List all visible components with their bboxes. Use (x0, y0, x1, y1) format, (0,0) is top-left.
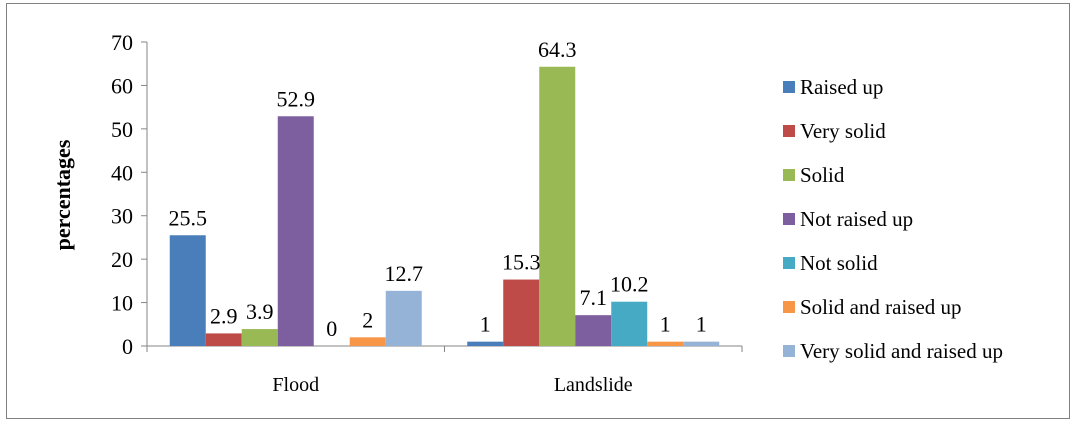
legend-swatch (783, 345, 795, 357)
legend-label: Solid (800, 163, 845, 187)
bar (277, 116, 314, 347)
bar (169, 235, 206, 346)
y-axis-label: percentages (50, 139, 75, 250)
y-tick-label: 70 (111, 30, 133, 55)
bar (503, 279, 540, 346)
category-label: Landslide (554, 374, 633, 396)
legend-swatch (783, 169, 795, 181)
bar (241, 329, 278, 346)
data-label: 64.3 (538, 37, 577, 62)
y-tick-label: 0 (122, 334, 133, 359)
legend-label: Not raised up (800, 207, 913, 231)
bar (467, 341, 504, 346)
data-label: 2.9 (210, 303, 238, 328)
data-label: 2 (362, 307, 373, 332)
y-tick-label: 40 (111, 160, 133, 185)
bar (205, 333, 242, 346)
data-label: 1 (480, 312, 491, 337)
data-label: 1 (696, 312, 707, 337)
data-label: 12.7 (385, 261, 424, 286)
data-label: 1 (660, 312, 671, 337)
data-label: 7.1 (580, 285, 608, 310)
bar (683, 341, 720, 346)
y-tick-label: 50 (111, 117, 133, 142)
data-label: 3.9 (246, 299, 274, 324)
data-label: 52.9 (277, 86, 316, 111)
legend-swatch (783, 81, 795, 93)
category-label: Flood (272, 374, 319, 396)
legend-swatch (783, 301, 795, 313)
legend-label: Solid and raised up (800, 295, 962, 319)
bar (575, 315, 612, 346)
bars (169, 66, 720, 347)
legend-label: Very solid (800, 119, 886, 143)
y-tick-label: 10 (111, 291, 133, 316)
y-tick-label: 30 (111, 204, 133, 229)
bar (611, 301, 648, 346)
category-labels: Flood Landslide (272, 374, 632, 396)
data-label: 25.5 (169, 205, 208, 230)
data-label: 10.2 (610, 272, 649, 297)
data-label: 0 (326, 316, 337, 341)
bar (349, 337, 386, 346)
legend-label: Raised up (800, 75, 883, 99)
bar (385, 290, 422, 346)
legend-label: Very solid and raised up (800, 339, 1003, 363)
legend-swatch (783, 257, 795, 269)
y-tick-label: 20 (111, 247, 133, 272)
bar (647, 341, 684, 346)
y-tick-label: 60 (111, 73, 133, 98)
legend-swatch (783, 125, 795, 137)
legend-label: Not solid (800, 251, 878, 275)
data-label: 15.3 (502, 250, 541, 275)
chart-frame (6, 3, 1070, 419)
legend: Raised up Very solid Solid Not raised up Not… (783, 75, 1003, 363)
bar (539, 66, 576, 347)
legend-swatch (783, 213, 795, 225)
